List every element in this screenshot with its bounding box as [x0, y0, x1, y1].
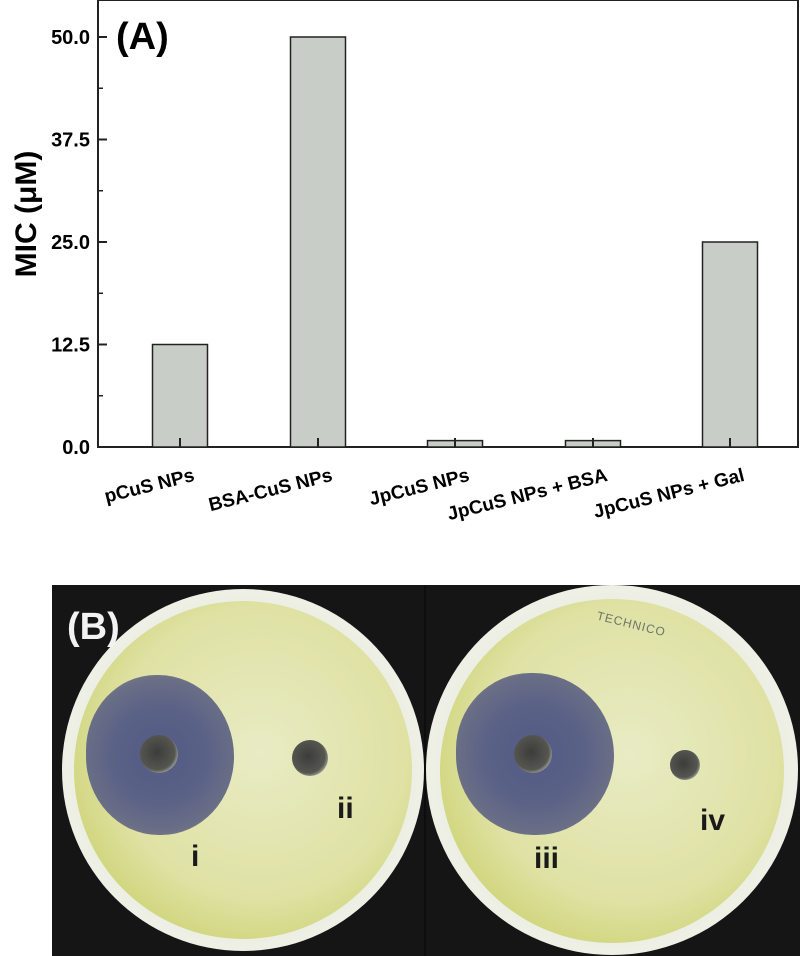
plate-photo-left	[52, 585, 424, 956]
x-tick-label: BSA-CuS NPs	[207, 465, 335, 516]
x-tick-label: pCuS NPs	[102, 465, 196, 508]
panel-b-label: (B)	[67, 606, 120, 648]
bar-5	[701, 241, 759, 448]
bar-1	[151, 343, 209, 448]
y-tick-label: 50.0	[51, 27, 90, 49]
plate-label-iv: iv	[700, 804, 726, 837]
bars	[151, 36, 759, 448]
well-iv	[670, 750, 700, 780]
y-tick-label: 25.0	[51, 232, 90, 254]
panel-a-label: (A)	[116, 16, 169, 58]
x-tick-label: JpCuS NPs + Gal	[591, 465, 746, 523]
well-iii	[514, 735, 552, 773]
well-i	[140, 735, 178, 773]
bar-chart: 0.0 12.5 25.0 37.5 50.0 pCuS NPs BSA-CuS NPs J…	[10, 0, 799, 525]
y-axis-label: MIC (μM)	[10, 151, 43, 278]
plate-label-iii: iii	[534, 842, 560, 875]
well-ii	[292, 740, 328, 776]
plate-label-ii: ii	[337, 792, 354, 825]
y-axis-ticks: 0.0 12.5 25.0 37.5 50.0	[51, 27, 107, 459]
agar-plate-photos	[52, 585, 800, 956]
plate-label-i: i	[191, 840, 200, 873]
y-tick-label: 0.0	[62, 437, 90, 459]
y-tick-label: 37.5	[51, 130, 90, 152]
bar-2	[289, 36, 347, 448]
y-tick-label: 12.5	[51, 335, 90, 357]
plate-photo-right	[426, 585, 800, 956]
x-tick-label: JpCuS NPs + BSA	[445, 465, 610, 525]
